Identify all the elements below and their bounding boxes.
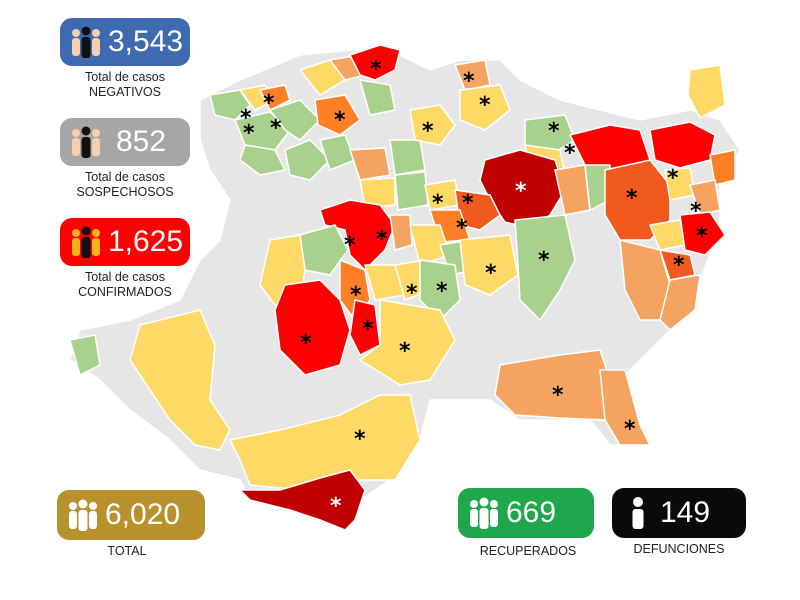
caption-line: SOSPECHOSOS <box>76 185 174 199</box>
municipality-regions <box>69 44 741 531</box>
caption-line: Total de casos <box>85 70 165 84</box>
map-marker: * <box>673 253 685 278</box>
map-marker: * <box>406 281 418 306</box>
people-group-icon <box>466 496 502 530</box>
map-marker: * <box>456 216 468 241</box>
map-marker: * <box>624 417 636 442</box>
case-markers: * * * * * * * * * * * * * * * * * * * * … <box>240 57 708 519</box>
map-marker: * <box>432 191 444 216</box>
map-marker: * <box>354 427 366 452</box>
map-marker: * <box>552 383 564 408</box>
map-marker: * <box>243 121 255 146</box>
map-marker: * <box>240 106 252 131</box>
recuperados-caption: RECUPERADOS <box>479 544 577 558</box>
total-count: 6,020 <box>105 498 181 531</box>
person-icon <box>628 496 648 530</box>
map-marker: * <box>690 199 702 224</box>
map-marker: * <box>696 224 708 249</box>
map-marker: * <box>370 57 382 82</box>
total-caption: TOTAL <box>107 544 147 558</box>
map-marker: * <box>667 166 679 191</box>
people-group-icon <box>68 125 104 159</box>
confirmados-caption: Total de casos CONFIRMADOS <box>55 270 195 300</box>
negativos-caption: Total de casos NEGATIVOS <box>55 70 195 100</box>
map-marker: * <box>376 227 388 252</box>
caption-line: CONFIRMADOS <box>78 285 172 299</box>
defunciones-badge: 149 <box>612 488 746 538</box>
map-marker: * <box>263 91 275 116</box>
defunciones-caption: DEFUNCIONES <box>633 542 725 556</box>
sospechosos-caption: Total de casos SOSPECHOSOS <box>55 170 195 200</box>
map-marker: * <box>422 119 434 144</box>
map-marker: * <box>300 331 312 356</box>
confirmados-count: 1,625 <box>108 225 184 258</box>
sospechosos-count: 852 <box>116 125 167 158</box>
total-badge: 6,020 <box>57 490 205 540</box>
map-marker: * <box>350 283 362 308</box>
map-marker: * <box>538 248 550 273</box>
map-marker: * <box>399 339 411 364</box>
map-marker: * <box>270 116 282 141</box>
caption-line: NEGATIVOS <box>88 85 161 99</box>
map-marker: * <box>485 261 497 286</box>
map-marker: * <box>479 93 491 118</box>
people-group-icon <box>68 225 104 259</box>
people-group-icon <box>65 498 101 532</box>
map-marker: * <box>626 186 638 211</box>
map-marker: * <box>334 108 346 133</box>
map-marker: * <box>463 69 475 94</box>
recuperados-badge: 669 <box>458 488 594 538</box>
caption-line: Total de casos <box>85 270 165 284</box>
negativos-count: 3,543 <box>108 25 184 58</box>
map-marker: * <box>344 233 356 258</box>
people-group-icon <box>68 25 104 59</box>
map-marker: * <box>462 191 474 216</box>
defunciones-count: 149 <box>660 496 711 529</box>
map-marker: * <box>564 141 576 166</box>
confirmados-badge: 1,625 <box>60 218 190 266</box>
map-marker: * <box>548 119 560 144</box>
map-marker: * <box>330 494 342 519</box>
map-marker: * <box>515 179 527 204</box>
recuperados-count: 669 <box>506 496 557 529</box>
sospechosos-badge: 852 <box>60 118 190 166</box>
map-marker: * <box>436 279 448 304</box>
map-marker: * <box>362 317 374 342</box>
negativos-badge: 3,543 <box>60 18 190 66</box>
caption-line: Total de casos <box>85 170 165 184</box>
